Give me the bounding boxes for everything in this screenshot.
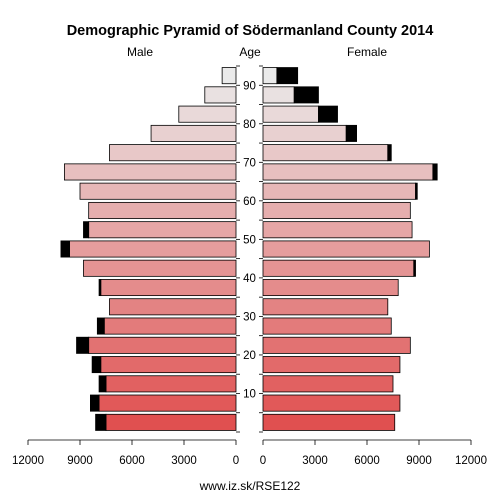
female-excess-85-89: [293, 86, 319, 104]
female-x-tick-label: 0: [260, 455, 266, 467]
female-header: Female: [347, 45, 387, 59]
age-tick-label: 90: [243, 80, 256, 92]
female-bar-40-44: [262, 259, 415, 277]
age-tick-label: 20: [243, 350, 256, 362]
female-bar-70-74: [262, 144, 389, 162]
female-bar-55-59: [262, 201, 411, 219]
female-excess-80-84: [318, 105, 338, 123]
female-excess-60-64: [415, 182, 418, 200]
female-excess-70-74: [387, 144, 392, 162]
male-bar-20-24: [88, 336, 237, 354]
male-bar-45-49: [69, 240, 237, 258]
female-bar-25-29: [262, 317, 392, 335]
male-excess-0-4: [95, 413, 107, 431]
age-axis: 10 20 30 40 50 60 70 80 90: [236, 65, 263, 433]
female-bar-45-49: [262, 240, 430, 258]
female-bar-35-39: [262, 279, 399, 297]
age-tick-label: 30: [243, 311, 256, 323]
age-tick-label: 70: [243, 157, 256, 169]
male-x-tick-label: 9000: [67, 455, 93, 467]
chart-title: Demographic Pyramid of Södermanland Coun…: [67, 23, 434, 39]
male-header: Male: [127, 45, 153, 59]
male-x-tick-label: 6000: [119, 455, 145, 467]
female-excess-75-79: [345, 124, 358, 142]
male-bar-75-79: [150, 124, 237, 142]
female-bar-20-24: [262, 336, 411, 354]
female-bar-65-69: [262, 163, 434, 181]
male-bar-90+: [221, 67, 237, 85]
female-bar-85-89: [262, 86, 295, 104]
female-bars: [262, 67, 438, 431]
male-bar-10-14: [105, 375, 237, 393]
female-x-tick-label: 12000: [455, 455, 487, 467]
male-bars: [60, 67, 237, 431]
male-excess-5-9: [90, 394, 100, 412]
x-axes: 12000 0 9000 3000 6000 6000 3000 9000 0 12000: [12, 439, 487, 467]
female-bar-75-79: [262, 124, 347, 142]
age-header: Age: [239, 45, 261, 59]
female-x-tick-label: 9000: [406, 455, 432, 467]
male-bar-30-34: [109, 298, 237, 316]
male-bar-65-69: [64, 163, 237, 181]
female-bar-30-34: [262, 298, 389, 316]
female-x-tick-label: 3000: [302, 455, 328, 467]
age-tick-label: 80: [243, 119, 256, 131]
male-bar-0-4: [105, 413, 237, 431]
male-bar-70-74: [109, 144, 237, 162]
male-excess-35-39: [98, 279, 102, 297]
female-bar-90+: [262, 67, 278, 85]
female-bar-60-64: [262, 182, 416, 200]
age-tick-label: 40: [243, 273, 256, 285]
male-bar-80-84: [178, 105, 237, 123]
male-excess-15-19: [91, 356, 102, 374]
female-excess-40-44: [413, 259, 416, 277]
female-bar-50-54: [262, 221, 413, 239]
male-bar-85-89: [204, 86, 237, 104]
male-x-tick-label: 0: [233, 455, 239, 467]
female-bar-15-19: [262, 356, 401, 374]
male-x-tick-label: 12000: [12, 455, 44, 467]
female-excess-90+: [276, 67, 299, 85]
male-bar-50-54: [88, 221, 237, 239]
male-bar-5-9: [98, 394, 237, 412]
female-bar-5-9: [262, 394, 401, 412]
male-bar-25-29: [103, 317, 237, 335]
male-excess-50-54: [83, 221, 90, 239]
female-bar-10-14: [262, 375, 394, 393]
male-x-tick-label: 3000: [171, 455, 197, 467]
male-excess-45-49: [60, 240, 71, 258]
male-bar-15-19: [100, 356, 237, 374]
male-bar-40-44: [83, 259, 237, 277]
male-bar-55-59: [88, 201, 237, 219]
male-excess-25-29: [96, 317, 105, 335]
female-x-tick-label: 6000: [354, 455, 380, 467]
male-bar-60-64: [79, 182, 237, 200]
female-bar-0-4: [262, 413, 396, 431]
age-tick-label: 60: [243, 196, 256, 208]
age-tick-label: 10: [243, 388, 256, 400]
male-excess-10-14: [98, 375, 107, 393]
female-excess-65-69: [432, 163, 438, 181]
male-bar-35-39: [100, 279, 237, 297]
source-label: www.iz.sk/RSE122: [199, 479, 301, 493]
age-tick-label: 50: [243, 234, 256, 246]
female-bar-80-84: [262, 105, 319, 123]
male-excess-20-24: [76, 336, 90, 354]
